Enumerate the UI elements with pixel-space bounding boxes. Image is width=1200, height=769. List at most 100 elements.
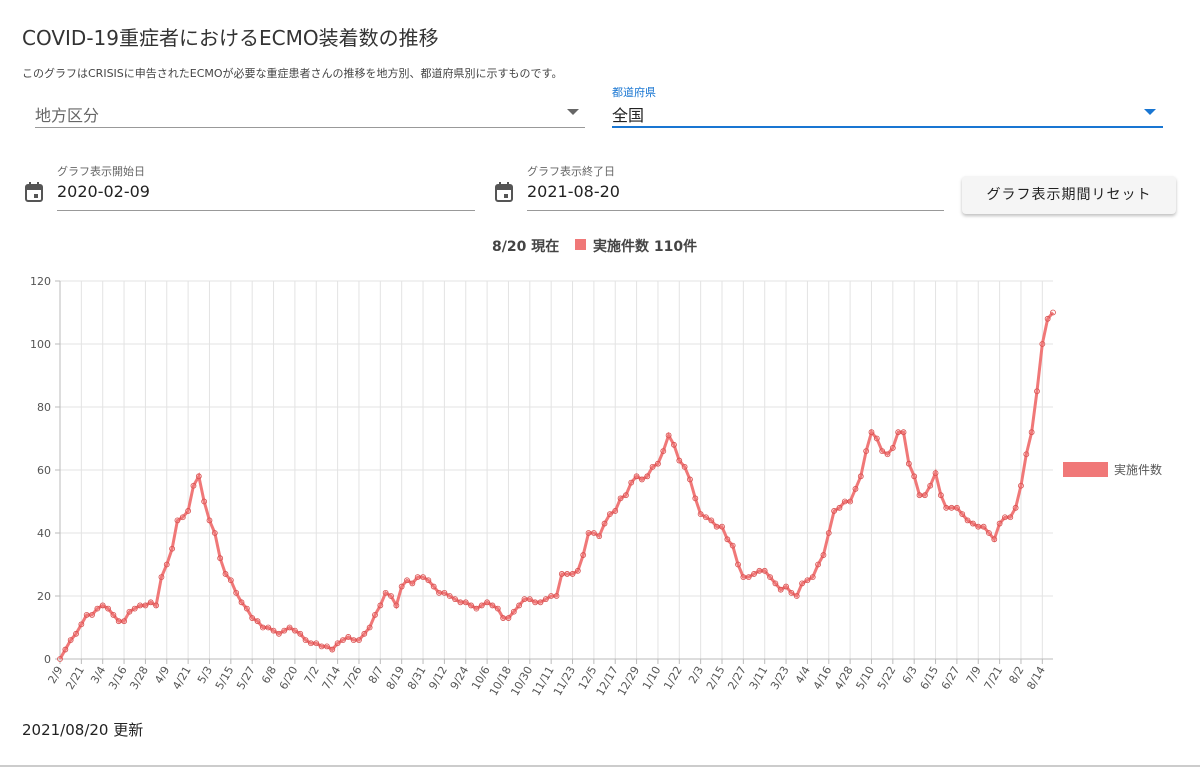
- data-point: [783, 583, 789, 590]
- series-line: [58, 311, 1055, 660]
- data-point: [270, 627, 277, 634]
- x-tick-label: 8/7: [366, 664, 386, 686]
- data-point: [857, 473, 864, 480]
- data-point: [126, 608, 133, 615]
- x-tick-label: 5/10: [853, 664, 877, 692]
- x-tick-label: 3/4: [88, 664, 108, 686]
- x-tick-label: 8/2: [1006, 664, 1026, 686]
- data-point: [377, 602, 384, 609]
- data-point: [596, 533, 603, 540]
- start-date[interactable]: 2020-02-09: [57, 182, 150, 201]
- data-point: [831, 508, 838, 514]
- data-point: [195, 473, 202, 480]
- data-point: [1018, 482, 1024, 489]
- data-point: [473, 605, 480, 612]
- data-point: [649, 463, 656, 470]
- data-point: [729, 542, 736, 549]
- data-point: [526, 596, 533, 603]
- data-point: [286, 624, 293, 631]
- data-point: [1034, 388, 1040, 395]
- data-point: [761, 567, 768, 574]
- data-point: [735, 561, 741, 568]
- data-point: [94, 605, 101, 612]
- data-point: [345, 634, 352, 640]
- calendar-icon[interactable]: [494, 181, 514, 203]
- x-tick-label: 1/10: [640, 664, 664, 692]
- data-point: [617, 495, 624, 502]
- data-point: [302, 637, 309, 644]
- summary-text: 実施件数 110件: [593, 239, 698, 255]
- x-tick-label: 8/14: [1024, 664, 1048, 692]
- x-tick-label: 5/22: [875, 664, 899, 692]
- data-point: [393, 602, 400, 609]
- data-point: [441, 589, 448, 596]
- region-select[interactable]: 地方区分: [35, 106, 100, 125]
- calendar-icon[interactable]: [24, 181, 44, 203]
- x-tick-label: 4/28: [832, 664, 856, 692]
- frame-border: [0, 765, 1200, 767]
- prefecture-select[interactable]: 全国: [612, 106, 645, 125]
- y-tick-label: 0: [44, 653, 51, 666]
- data-point: [1050, 309, 1056, 316]
- data-point: [147, 599, 154, 606]
- data-point: [238, 599, 245, 606]
- data-point: [297, 630, 304, 637]
- data-point: [398, 583, 405, 590]
- x-tick-label: 2/27: [725, 664, 749, 692]
- data-point: [697, 511, 704, 518]
- data-point: [964, 517, 971, 524]
- data-point: [703, 514, 709, 521]
- end-label: グラフ表示終了日: [527, 165, 615, 178]
- x-tick-label: 2/21: [63, 664, 87, 692]
- data-point: [612, 508, 619, 514]
- data-point: [516, 602, 523, 609]
- x-tick-label: 4/21: [170, 664, 194, 692]
- data-point: [505, 615, 512, 621]
- page-title: COVID-19重症者におけるECMO装着数の推移: [22, 26, 439, 50]
- x-tick-label: 5/27: [234, 664, 258, 692]
- data-point: [820, 552, 827, 558]
- reset-button[interactable]: グラフ表示期間リセット: [962, 176, 1176, 214]
- data-point: [623, 492, 629, 499]
- start-label: グラフ表示開始日: [57, 165, 145, 178]
- chart: 0 20 40 60 80 100 120 2/92/21 3/43/163/28 4/94/21…: [30, 275, 1162, 698]
- data-point: [932, 470, 939, 477]
- data-point: [131, 605, 138, 612]
- data-point: [751, 571, 757, 577]
- x-tick-label: 4/9: [152, 664, 172, 686]
- data-point: [628, 479, 635, 486]
- data-point: [884, 451, 891, 458]
- end-date[interactable]: 2021-08-20: [527, 182, 620, 201]
- data-point: [478, 602, 485, 609]
- data-point: [254, 618, 261, 625]
- data-point: [687, 476, 693, 483]
- data-point: [489, 602, 496, 609]
- data-point: [868, 429, 875, 436]
- underline: [57, 210, 475, 211]
- data-point: [815, 561, 821, 568]
- data-point: [227, 577, 234, 584]
- x-tick-label: 7/14: [320, 664, 344, 692]
- x-tick-label: 4/4: [793, 664, 813, 686]
- data-point: [233, 589, 240, 596]
- dropdown-arrow: [1144, 109, 1156, 115]
- data-point: [537, 599, 544, 606]
- data-point: [959, 511, 966, 518]
- dropdown-arrow: [567, 109, 579, 115]
- data-point: [361, 630, 368, 637]
- y-tick-label: 120: [30, 275, 51, 288]
- data-point: [372, 611, 378, 618]
- data-point: [211, 530, 218, 536]
- data-point: [409, 580, 416, 587]
- data-point: [174, 517, 181, 524]
- data-point: [158, 574, 165, 581]
- data-point: [243, 605, 250, 612]
- x-tick-label: 5/3: [195, 664, 215, 686]
- y-tick-label: 80: [37, 401, 51, 414]
- data-point: [494, 605, 501, 612]
- data-point: [788, 589, 795, 596]
- data-point: [900, 429, 907, 436]
- data-point: [954, 504, 960, 511]
- data-point: [388, 593, 394, 599]
- data-point: [836, 504, 843, 511]
